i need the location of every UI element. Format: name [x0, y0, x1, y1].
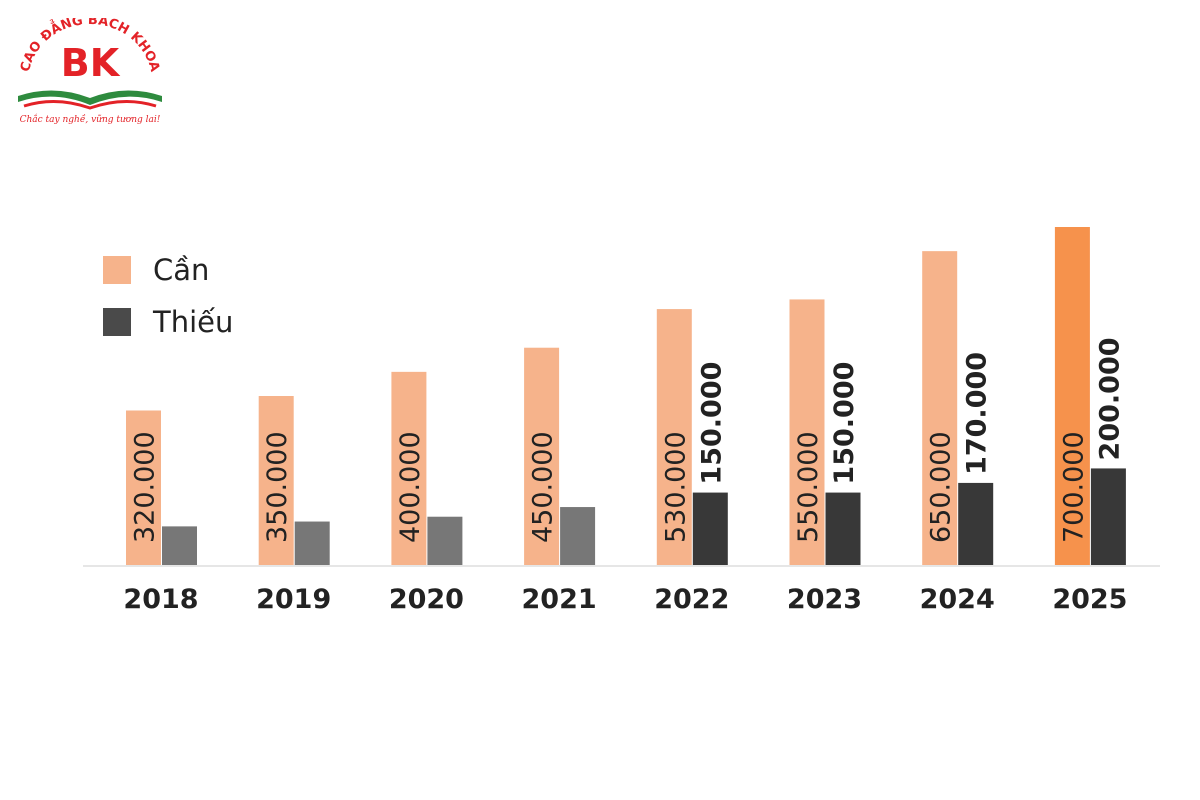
value-label-thieu-2023: 150.000: [829, 362, 860, 485]
logo-monogram: BK: [61, 41, 121, 85]
book-page-stroke: [23, 99, 157, 110]
value-label-can-2018: 320.000: [130, 431, 161, 543]
brand-logo-graphic: CAO ĐẲNG BÁCH KHOA BK Chắc tay nghề, vữn…: [18, 18, 162, 125]
bar-thieu-2019: [294, 521, 330, 565]
bar-can-2021: [524, 347, 560, 565]
bar-thieu-2022: [692, 492, 728, 565]
x-tick-label-2018: 2018: [123, 584, 198, 615]
legend-label-can: Cần: [153, 253, 210, 287]
brand-logo: CAO ĐẲNG BÁCH KHOA BK Chắc tay nghề, vữn…: [10, 18, 170, 130]
value-label-can-2021: 450.000: [528, 431, 559, 543]
x-tick-label-2021: 2021: [522, 584, 597, 615]
bar-thieu-2021: [560, 507, 596, 565]
bar-can-2019: [258, 396, 294, 565]
logo-slogan: Chắc tay nghề, vững tương lai!: [20, 113, 161, 125]
value-label-can-2020: 400.000: [395, 431, 426, 543]
bar-can-2025: [1054, 227, 1090, 565]
value-label-can-2019: 350.000: [262, 431, 293, 543]
legend-item-thieu: Thiếu: [103, 296, 233, 348]
legend-item-can: Cần: [103, 244, 233, 296]
x-tick-label-2020: 2020: [389, 584, 464, 615]
chart-legend: Cần Thiếu: [103, 244, 233, 348]
value-label-can-2023: 550.000: [793, 431, 824, 543]
bar-can-2022: [656, 309, 692, 565]
x-tick-label-2024: 2024: [920, 584, 995, 615]
bar-can-2023: [789, 299, 825, 565]
bar-thieu-2024: [958, 482, 994, 565]
value-label-thieu-2025: 200.000: [1094, 337, 1125, 460]
bar-thieu-2020: [427, 516, 463, 565]
bar-can-2020: [391, 371, 427, 565]
x-tick-label-2019: 2019: [256, 584, 331, 615]
bar-thieu-2018: [162, 526, 197, 565]
x-tick-label-2022: 2022: [654, 584, 729, 615]
legend-swatch-thieu: [103, 308, 131, 336]
bar-can-2018: [126, 410, 161, 565]
value-label-thieu-2022: 150.000: [696, 362, 727, 485]
legend-swatch-can: [103, 256, 131, 284]
value-label-can-2025: 700.000: [1058, 431, 1089, 543]
book-icon: [18, 90, 162, 105]
legend-label-thieu: Thiếu: [153, 305, 234, 339]
value-label-can-2024: 650.000: [926, 431, 957, 543]
bar-thieu-2025: [1090, 468, 1126, 565]
x-tick-label-2023: 2023: [787, 584, 862, 615]
value-label-can-2022: 530.000: [660, 431, 691, 543]
bar-thieu-2023: [825, 492, 861, 565]
value-label-thieu-2024: 170.000: [962, 352, 993, 475]
x-tick-label-2025: 2025: [1052, 584, 1127, 615]
bar-can-2024: [922, 251, 958, 565]
